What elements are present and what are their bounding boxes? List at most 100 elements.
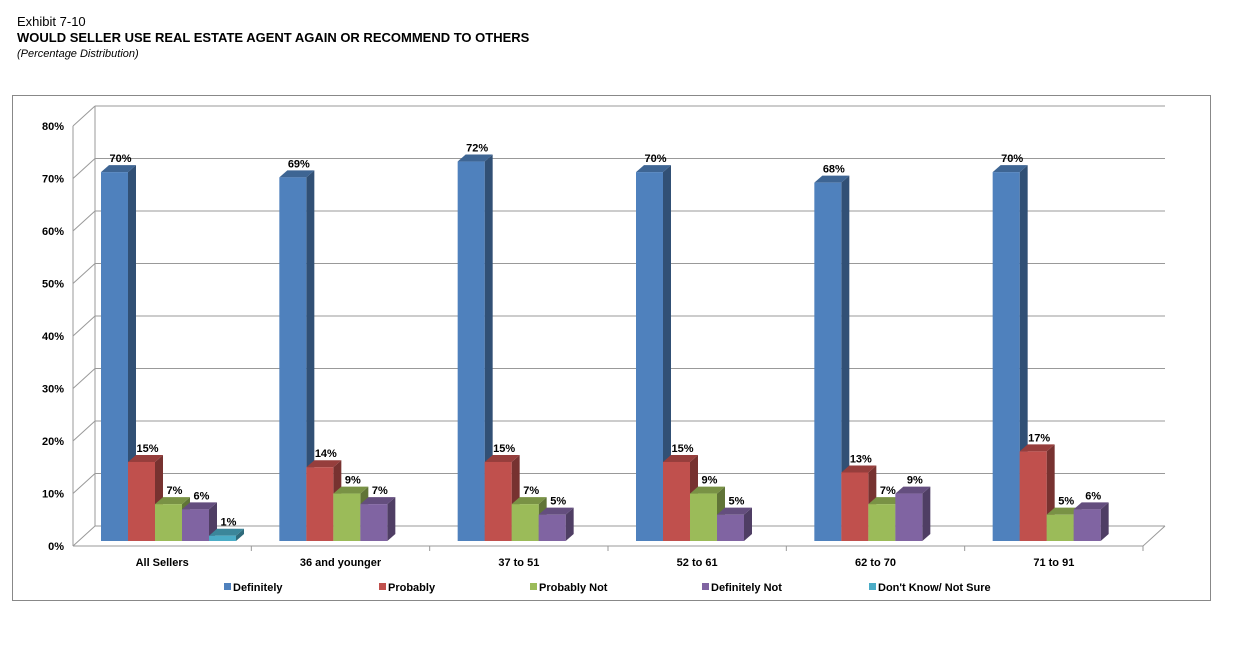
bar-top <box>511 497 547 505</box>
bar-front <box>155 504 182 541</box>
bar <box>360 497 396 541</box>
bar-front <box>1046 514 1074 541</box>
y-tick-label: 40% <box>42 331 64 343</box>
gridline-side <box>72 158 96 179</box>
bar-front <box>992 172 1020 541</box>
y-tick-label: 10% <box>42 489 64 501</box>
bar-front <box>663 461 690 541</box>
y-tick-label: 0% <box>48 541 64 553</box>
data-label: 7% <box>372 485 388 497</box>
data-label: 6% <box>194 490 210 502</box>
x-tick-label: 37 to 51 <box>498 557 539 569</box>
chart-title: WOULD SELLER USE REAL ESTATE AGENT AGAIN… <box>17 30 530 45</box>
data-label: 70% <box>644 153 666 165</box>
bar <box>333 486 369 541</box>
bar-side <box>128 165 136 541</box>
gridline-side <box>72 210 96 232</box>
data-label: 13% <box>850 453 872 465</box>
data-label: 9% <box>907 475 923 487</box>
gridline-side <box>72 420 96 442</box>
bar-top <box>1046 507 1082 515</box>
bar-top <box>841 465 877 473</box>
legend-label: Probably <box>388 582 436 594</box>
bar-top <box>663 454 698 462</box>
bar-side <box>484 154 493 541</box>
y-tick-label: 50% <box>42 279 64 291</box>
legend-swatch <box>702 583 709 590</box>
bar-side <box>841 175 850 541</box>
bar <box>101 165 136 541</box>
data-label: 68% <box>823 164 845 176</box>
data-label: 15% <box>671 443 693 455</box>
bar <box>1073 502 1109 541</box>
bar-side <box>1100 502 1109 541</box>
bar-front <box>279 177 307 541</box>
bar-front <box>182 509 209 541</box>
bar-front <box>511 504 539 541</box>
bar-front <box>333 493 361 541</box>
bar-front <box>101 172 128 541</box>
floor-edge <box>1142 525 1166 547</box>
data-label: 9% <box>345 475 361 487</box>
bar-top <box>1073 502 1109 510</box>
bar-front <box>717 514 744 541</box>
y-tick-label: 60% <box>42 226 64 238</box>
data-label: 5% <box>1058 496 1074 508</box>
bar-top <box>306 460 342 468</box>
data-label: 9% <box>702 475 718 487</box>
y-tick-label: 20% <box>42 436 64 448</box>
bar-top <box>457 154 493 162</box>
bar-top <box>895 486 931 494</box>
bar-front <box>814 182 842 541</box>
bar-front <box>1073 509 1101 541</box>
bar-top <box>360 497 396 505</box>
legend-label: Definitely Not <box>711 582 782 594</box>
data-label: 15% <box>136 443 158 455</box>
bar-front <box>841 472 869 541</box>
data-label: 69% <box>288 158 310 170</box>
header: Exhibit 7-10 WOULD SELLER USE REAL ESTAT… <box>17 14 529 62</box>
bar-front <box>306 467 334 541</box>
bar-top <box>155 497 190 505</box>
bar-top <box>333 486 369 494</box>
bar-top <box>101 165 136 173</box>
x-tick-label: 71 to 91 <box>1033 557 1074 569</box>
bar-front <box>484 461 512 541</box>
y-tick-label: 30% <box>42 384 64 396</box>
bar-top <box>992 165 1028 173</box>
legend-label: Definitely <box>233 582 283 594</box>
bar <box>538 507 574 541</box>
bar-top <box>182 502 217 510</box>
bar <box>814 175 850 541</box>
data-label: 7% <box>523 485 539 497</box>
bar-front <box>128 461 155 541</box>
x-tick-label: All Sellers <box>136 557 189 569</box>
data-label: 5% <box>550 496 566 508</box>
data-label: 7% <box>167 485 183 497</box>
gridline-side <box>72 473 96 494</box>
bar-front <box>690 493 717 541</box>
bar-top <box>636 165 671 173</box>
bar-top <box>538 507 574 515</box>
data-label: 70% <box>1001 153 1023 165</box>
bar-side <box>565 507 574 541</box>
bar-front <box>209 535 236 541</box>
gridline-side <box>72 315 96 337</box>
bar-side <box>663 165 671 541</box>
bar <box>279 170 315 541</box>
bar-front <box>868 504 896 541</box>
bar-side <box>922 486 931 541</box>
data-label: 7% <box>880 485 896 497</box>
data-label: 14% <box>315 448 337 460</box>
legend-label: Probably Not <box>539 582 608 594</box>
bar-side <box>306 170 315 541</box>
bar-top <box>690 486 725 494</box>
bar-top <box>1019 444 1055 452</box>
bar-front <box>636 172 663 541</box>
legend-swatch <box>379 583 386 590</box>
gridline-side <box>72 525 96 547</box>
y-tick-label: 80% <box>42 121 64 133</box>
data-label: 6% <box>1085 490 1101 502</box>
x-tick-label: 36 and younger <box>300 557 382 569</box>
